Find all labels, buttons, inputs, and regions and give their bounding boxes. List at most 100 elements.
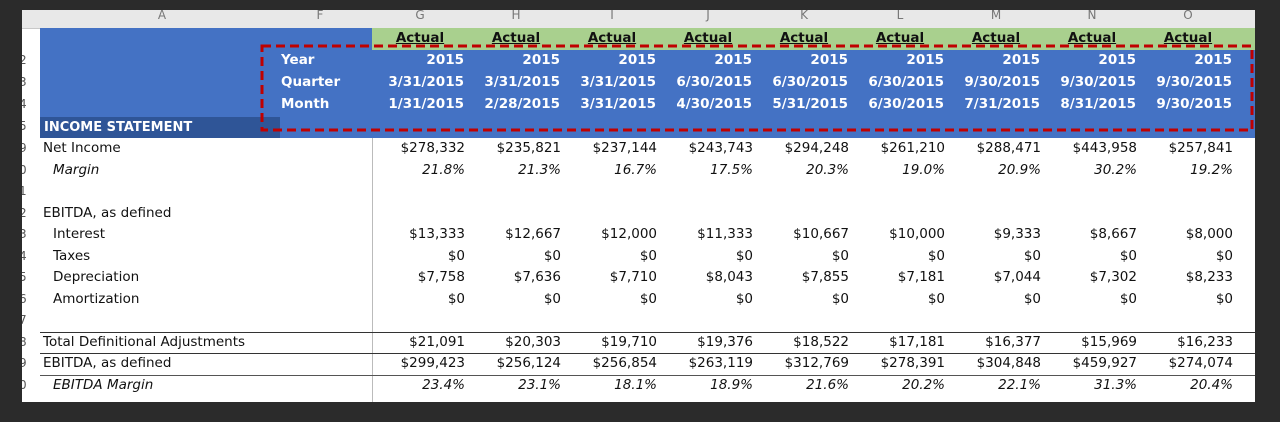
value-text: 17.5% — [710, 161, 753, 178]
value-text: $312,769 — [784, 355, 849, 371]
hdr-text: 5/31/2015 — [772, 96, 848, 112]
value-text: $274,074 — [1168, 355, 1233, 371]
value-text: $0 — [927, 290, 945, 307]
col-divider — [372, 138, 373, 402]
rown-text: 5 — [22, 119, 27, 133]
value-text: 21.8% — [422, 161, 465, 178]
value-text: $9,333 — [993, 226, 1041, 242]
value-text: $8,043 — [705, 269, 753, 285]
hdr-text: 2015 — [714, 52, 752, 68]
hdr-text: 9/30/2015 — [1060, 74, 1136, 90]
spreadsheet: A F G H I J K L M N O 2 3 4 5 9 0 1 2 3 4 5 6 7 8 9 0 Actual Actual A… — [22, 10, 1255, 402]
value-text: $0 — [1023, 247, 1041, 264]
colh-text: A — [157, 10, 167, 22]
hdr-text: Month — [281, 96, 330, 112]
value-text: $20,303 — [505, 333, 561, 350]
row-label-text: Net Income — [43, 140, 121, 156]
value-text: $235,821 — [496, 140, 561, 156]
row-label-text: Interest — [53, 226, 106, 242]
value-text: $7,636 — [513, 269, 561, 285]
value-text: 21.3% — [518, 161, 561, 178]
rown-text: 9 — [22, 141, 27, 155]
value-text: 30.2% — [1094, 161, 1137, 178]
hdr-text: Year — [281, 52, 315, 68]
value-text: $299,423 — [400, 355, 465, 371]
hdr-text: 2015 — [906, 52, 944, 68]
colh-text: O — [1183, 10, 1193, 22]
rown-text: 9 — [22, 356, 27, 370]
value-text: $15,969 — [1081, 333, 1137, 350]
hdr-text: 3/31/2015 — [580, 74, 656, 90]
hdr-text: 4/30/2015 — [676, 96, 752, 112]
value-text: $0 — [1215, 290, 1233, 307]
hdr-text: Actual — [971, 30, 1021, 46]
value-text: 18.1% — [614, 376, 657, 393]
value-text: $0 — [1119, 290, 1137, 307]
value-text: 16.7% — [614, 161, 657, 178]
value-text: 23.4% — [422, 376, 465, 393]
hdr-text: 3/31/2015 — [484, 74, 560, 90]
value-text: $8,667 — [1089, 226, 1137, 242]
colh-text: F — [316, 10, 324, 22]
value-text: 19.2% — [1190, 161, 1233, 178]
value-text: $256,854 — [592, 355, 657, 371]
value-text: $18,522 — [793, 333, 849, 350]
value-text: $7,302 — [1089, 269, 1137, 285]
value-text: 20.9% — [998, 161, 1041, 178]
hdr-text: Actual — [1163, 30, 1213, 46]
hdr-text: 2015 — [618, 52, 656, 68]
value-text: $278,332 — [400, 140, 465, 156]
value-text: $7,710 — [609, 269, 657, 285]
value-text: $263,119 — [688, 355, 753, 371]
value-text: $17,181 — [889, 333, 945, 350]
value-text: $256,124 — [496, 355, 561, 371]
value-text: 31.3% — [1094, 376, 1137, 393]
value-text: $0 — [831, 290, 849, 307]
value-text: $7,044 — [993, 269, 1041, 285]
value-text: $7,181 — [897, 269, 945, 285]
row-label-text: Taxes — [53, 247, 91, 264]
hdr-text: 2/28/2015 — [484, 96, 560, 112]
total-top-border — [40, 332, 1255, 333]
rown-text: 6 — [22, 291, 27, 306]
rown-text: 7 — [22, 313, 27, 327]
hdr-text: 2015 — [522, 52, 560, 68]
value-text: 21.6% — [806, 376, 849, 393]
colh-text: K — [800, 10, 808, 22]
hdr-text: 9/30/2015 — [1156, 96, 1232, 112]
hdr-text: 6/30/2015 — [868, 96, 944, 112]
rown-text: 1 — [22, 184, 27, 198]
hdr-text: Actual — [395, 30, 445, 46]
value-text: $261,210 — [880, 140, 945, 156]
value-text: $0 — [639, 290, 657, 307]
value-text: $304,848 — [976, 355, 1041, 371]
value-text: $0 — [1023, 290, 1041, 307]
rown-text: 3 — [22, 75, 27, 89]
value-text: 20.2% — [902, 376, 945, 393]
value-text: 20.3% — [806, 161, 849, 178]
rown-text: 4 — [22, 97, 27, 111]
colh-text: M — [990, 10, 1002, 22]
ebitda-bottom-border — [40, 375, 1255, 376]
value-text: $21,091 — [409, 333, 465, 350]
value-text: $0 — [543, 290, 561, 307]
rown-text: 3 — [22, 227, 27, 241]
value-text: $19,710 — [601, 333, 657, 350]
hdr-text: Actual — [587, 30, 637, 46]
hdr-text: Actual — [1067, 30, 1117, 46]
hdr-text: 2015 — [426, 52, 464, 68]
value-text: 22.1% — [998, 376, 1041, 393]
hdr-text: 8/31/2015 — [1060, 96, 1136, 112]
hdr-text: 9/30/2015 — [1156, 74, 1232, 90]
value-text: $0 — [735, 290, 753, 307]
value-text: $16,377 — [985, 333, 1041, 350]
hdr-text: 6/30/2015 — [772, 74, 848, 90]
rown-text: 0 — [22, 162, 27, 177]
value-text: $443,958 — [1072, 140, 1137, 156]
value-text: $11,333 — [697, 226, 753, 242]
rown-text: 4 — [22, 248, 27, 263]
hdr-text: 7/31/2015 — [964, 96, 1040, 112]
value-text: $0 — [447, 290, 465, 307]
rown-text: 2 — [22, 53, 27, 67]
rown-text: 8 — [22, 334, 27, 349]
